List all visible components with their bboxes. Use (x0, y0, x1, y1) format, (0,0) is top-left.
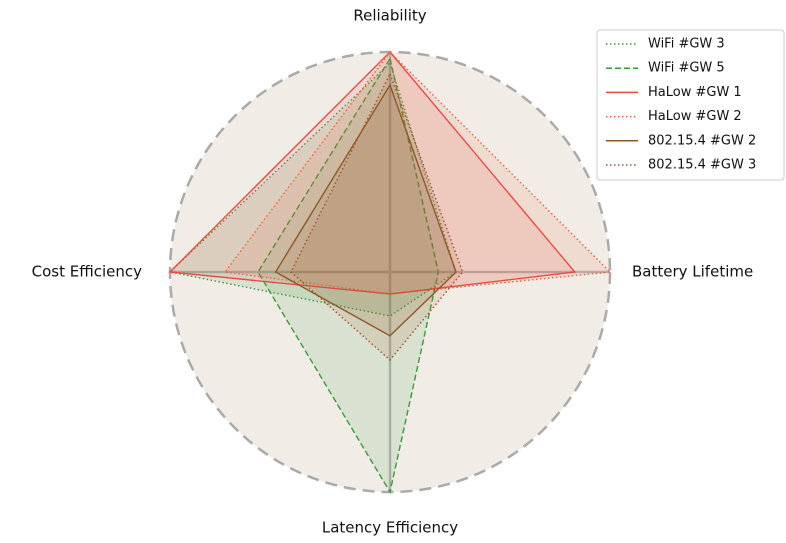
series-line (290, 72, 464, 362)
category-label: Latency Efficiency (322, 519, 458, 537)
series-line (168, 61, 457, 317)
category-label: Cost Efficiency (32, 263, 142, 281)
legend-label: 802.15.4 #GW 2 (648, 133, 756, 148)
series-area (258, 58, 439, 492)
series-area (275, 85, 456, 336)
legend-label: WiFi #GW 5 (648, 61, 725, 76)
legend-label: WiFi #GW 3 (648, 37, 725, 52)
category-label: Reliability (353, 7, 426, 25)
series-line (274, 83, 457, 337)
legend-label: HaLow #GW 2 (648, 109, 742, 124)
series-area (291, 74, 463, 360)
legend (596, 29, 785, 181)
series-area (225, 52, 610, 294)
category-label: Battery Lifetime (632, 263, 753, 281)
series-line (223, 50, 612, 295)
series-area (170, 52, 575, 294)
legend-label: HaLow #GW 1 (648, 85, 742, 100)
series-line (257, 56, 440, 494)
legend-label: 802.15.4 #GW 3 (648, 158, 756, 173)
series-area (170, 63, 456, 316)
